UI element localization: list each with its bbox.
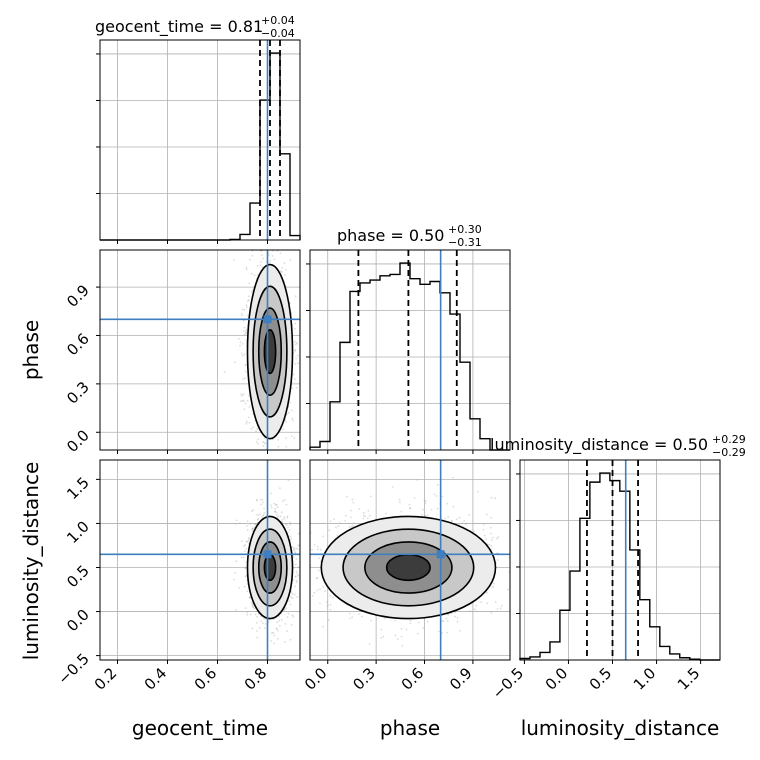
panel-frame-1-1 xyxy=(309,249,511,451)
title-luminosity-distance-plus: +0.29 xyxy=(712,433,746,446)
title-phase: phase = 0.50 xyxy=(337,226,444,245)
xtick-label-phase-0: 0.0 xyxy=(301,664,331,694)
xtick-label-geocent_time-0: 0.2 xyxy=(91,664,121,694)
ytick-label-luminosity_distance-0: −0.5 xyxy=(54,650,92,688)
xtick-label-luminosity_distance-4: 1.5 xyxy=(674,664,704,694)
panel-frame-2-2 xyxy=(519,459,721,661)
title-geocent-time: geocent_time = 0.81 xyxy=(95,17,263,37)
xtick-label-geocent_time-1: 0.4 xyxy=(141,664,171,694)
title-geocent-time-minus: −0.04 xyxy=(261,27,295,40)
xlabel-luminosity-distance: luminosity_distance xyxy=(521,716,720,740)
title-geocent-time-plus: +0.04 xyxy=(261,14,295,27)
contour-geocent_time-phase-3 xyxy=(263,329,277,375)
truth-marker-phase-luminosity_distance xyxy=(436,550,445,559)
contour-phase-luminosity_distance-3 xyxy=(385,553,431,582)
panel-frame-2-1 xyxy=(309,459,511,661)
panel-frame-2-0 xyxy=(99,459,301,661)
title-phase-minus: −0.31 xyxy=(448,236,482,249)
ylabel-phase: phase xyxy=(19,320,43,380)
ytick-label-phase-0: 0.0 xyxy=(63,426,93,456)
histogram-phase xyxy=(309,262,510,451)
xtick-label-phase-1: 0.3 xyxy=(349,664,379,694)
title-phase-plus: +0.30 xyxy=(448,223,482,236)
histogram-luminosity_distance xyxy=(519,472,720,661)
xlabel-phase: phase xyxy=(380,716,440,740)
panel-frame-1-0 xyxy=(99,249,301,451)
contour-geocent_time-luminosity_distance-3 xyxy=(263,553,277,582)
panel-frame-0-0 xyxy=(99,39,301,241)
ytick-label-luminosity_distance-3: 1.0 xyxy=(63,518,93,548)
xlabel-geocent-time: geocent_time xyxy=(132,716,268,740)
xtick-label-phase-3: 0.9 xyxy=(446,664,476,694)
truth-marker-geocent_time-phase xyxy=(263,315,272,324)
ytick-label-luminosity_distance-2: 0.5 xyxy=(63,562,93,592)
ytick-label-phase-2: 0.6 xyxy=(63,330,93,360)
ytick-label-phase-1: 0.3 xyxy=(63,378,93,408)
xtick-label-luminosity_distance-0: −0.5 xyxy=(489,664,527,702)
ytick-label-luminosity_distance-1: 0.0 xyxy=(63,606,93,636)
xtick-label-geocent_time-3: 0.8 xyxy=(241,664,271,694)
ytick-label-phase-3: 0.9 xyxy=(63,281,93,311)
xtick-label-luminosity_distance-1: 0.0 xyxy=(542,664,572,694)
truth-marker-geocent_time-luminosity_distance xyxy=(263,550,272,559)
xtick-label-geocent_time-2: 0.6 xyxy=(191,664,221,694)
title-luminosity-distance: luminosity_distance = 0.50 xyxy=(490,435,708,455)
xtick-label-luminosity_distance-2: 0.5 xyxy=(586,664,616,694)
xtick-label-phase-2: 0.6 xyxy=(398,664,428,694)
xtick-label-luminosity_distance-3: 1.0 xyxy=(630,664,660,694)
title-luminosity-distance-minus: −0.29 xyxy=(712,446,746,459)
ytick-label-luminosity_distance-4: 1.5 xyxy=(63,473,93,503)
ylabel-luminosity-distance: luminosity_distance xyxy=(19,462,43,661)
plot-layer: 0.0 0.3 0.6 0.9 0.2 0.4 0.6 0.8 −0.5 0.0 0.5 1.0 1.5… xyxy=(54,39,721,703)
